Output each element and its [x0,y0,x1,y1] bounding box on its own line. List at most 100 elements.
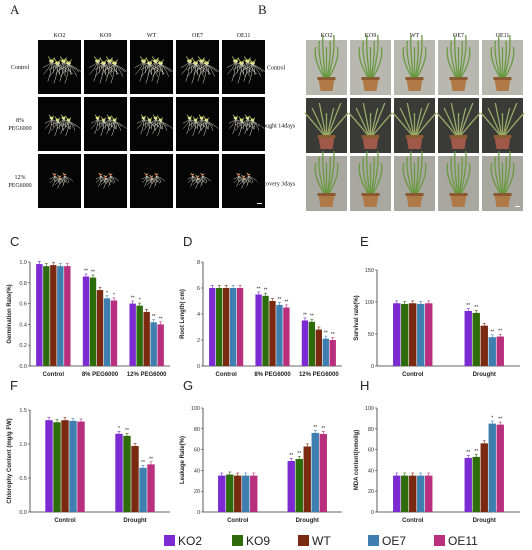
seedling-root [60,63,69,77]
seedling-root [248,63,253,84]
photo-tile [482,34,523,95]
seedling-leaf [93,56,98,62]
seedling-root [227,61,236,75]
bar-KO9 [216,288,223,366]
x-category-label: 12% PEG6000 [127,372,167,378]
seedling-root [147,61,156,75]
significance-mark: ** [159,316,163,322]
plant-leaf [498,34,503,78]
seedling-root [237,63,242,84]
seedling-leaf [201,57,206,62]
plant-pot-rim [449,77,468,80]
seedling-leaf [59,175,62,178]
seedling-root [248,175,258,182]
seedling-root [206,120,219,129]
seedling-root [149,63,158,77]
significance-mark: ** [324,331,328,337]
y-tick-label: 1.0 [19,260,27,266]
significance-mark: ** [277,297,281,303]
photo-row-label-line: Drought 14days [257,124,296,130]
bar-KO9 [89,277,97,366]
x-category-label: Control [54,518,76,524]
plant-leaf [326,40,331,78]
seedling-root [68,63,72,75]
seedling-root [198,118,202,135]
photo-column-label: KO2 [54,33,66,39]
photo-tile [38,40,85,94]
photo-tile [84,97,127,151]
seedling-root [231,61,236,82]
bar-OE11 [147,464,155,512]
bar-OE11 [425,303,433,366]
seedling-leaf [192,116,196,121]
seedling-root [160,63,164,75]
seedling-leaf [186,114,190,119]
bar-WT [480,325,488,366]
plant-pot-rim [317,193,336,196]
photo-tile [350,150,391,211]
plant-leaf [414,156,419,194]
x-category-label: Control [216,372,238,378]
seedling-root [108,175,111,187]
seedling-leaf [65,116,69,121]
seedling-root [94,118,98,135]
y-tick-label: 100 [191,406,200,412]
y-tick-label: 2 [197,338,200,344]
plant-leaf [314,46,325,78]
seedling-leaf [54,116,58,121]
plant-leaf [327,150,335,194]
seedling-leaf [51,57,56,62]
seedling-leaf [235,57,240,62]
seedling-leaf [243,56,248,62]
plant-pot [450,137,467,149]
seedling-leaf [203,116,207,121]
plant-leaf [502,40,507,78]
plant-leaf [454,34,459,78]
photo-tile [348,98,393,153]
plant-leaf [318,102,327,136]
seedling-root [139,61,144,82]
seedling-root [155,61,172,73]
photo-column-label: OE11 [496,33,510,39]
significance-mark: ** [289,453,293,459]
plant-leaf [366,34,371,78]
significance-mark: ** [466,303,470,309]
seedling-leaf [103,174,106,178]
divider-line [128,78,129,98]
bar-WT [409,303,417,366]
seedling-root [160,120,168,131]
seedling-root [108,120,115,131]
seedling-root [103,177,106,189]
seedling-leaf [62,172,65,176]
significance-mark: ** [303,312,307,318]
photo-column-label: OE11 [237,33,251,39]
plant-leaf [450,102,459,136]
bar-WT [131,446,139,512]
plant-leaf [415,150,423,194]
plant-leaf [414,107,423,136]
plant-leaf [402,46,413,78]
seedling-root [152,118,156,135]
photo-tile [438,34,479,95]
plant-pot-rim [361,135,380,138]
x-category-label: Drought [123,518,146,524]
seedling-root [241,118,248,129]
seedling-root [195,120,203,131]
seedling-root [145,63,150,84]
seedling-leaf [94,114,98,119]
plant-leaf [358,162,369,194]
seedling-root [89,61,98,75]
seedling-root [51,61,60,75]
significance-mark: * [113,292,115,298]
legend-item-KO2: KO2 [164,534,202,548]
seedling-root [186,118,190,135]
y-tick-label: 0.5 [19,476,27,482]
plant-leaf [446,46,457,78]
significance-mark: * [118,426,120,432]
seedling-leaf [241,174,244,178]
panel-label-D: D [183,234,192,249]
bar-KO9 [226,474,234,512]
bar-KO9 [401,475,409,512]
seedling-root [247,61,264,73]
seedling-root [181,61,190,75]
